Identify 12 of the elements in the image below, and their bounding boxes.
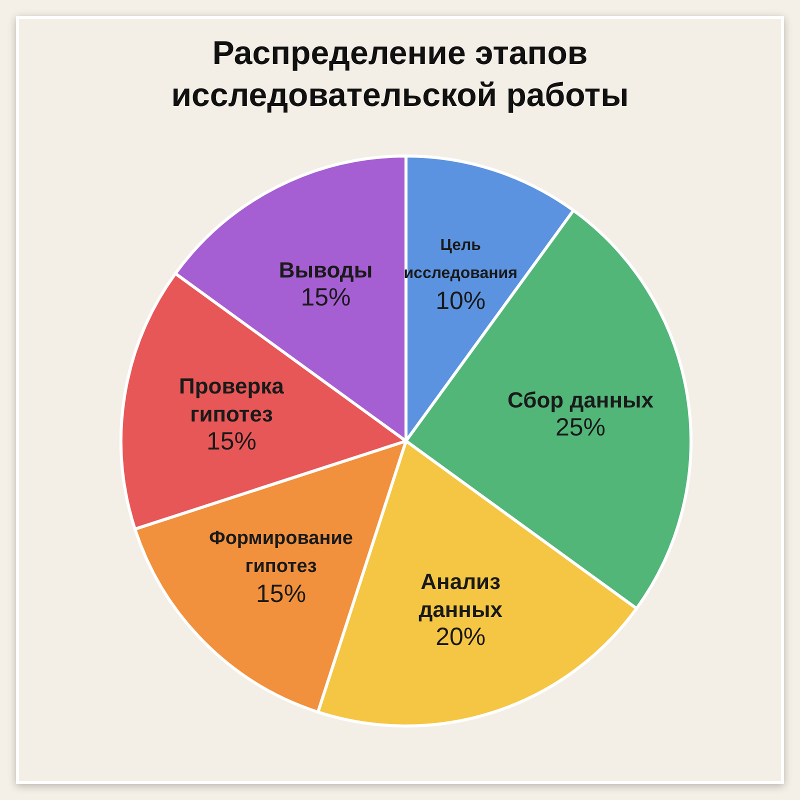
slice-label: Проверка гипотез xyxy=(179,372,285,426)
data-label: 15% xyxy=(206,427,256,456)
chart-title: Распределение этапов исследовательской работы xyxy=(170,33,630,115)
slice-label: Выводы xyxy=(278,257,373,282)
data-label: 10% xyxy=(436,286,486,315)
data-label: 15% xyxy=(300,284,351,312)
slice-label: Формирование гипотез xyxy=(209,527,353,576)
slice-label: Анализ данных xyxy=(418,568,504,622)
data-label: 20% xyxy=(436,623,486,652)
data-label: 15% xyxy=(256,580,306,608)
slice-label: Сбор данных xyxy=(508,386,654,412)
data-label: 25% xyxy=(556,413,606,442)
